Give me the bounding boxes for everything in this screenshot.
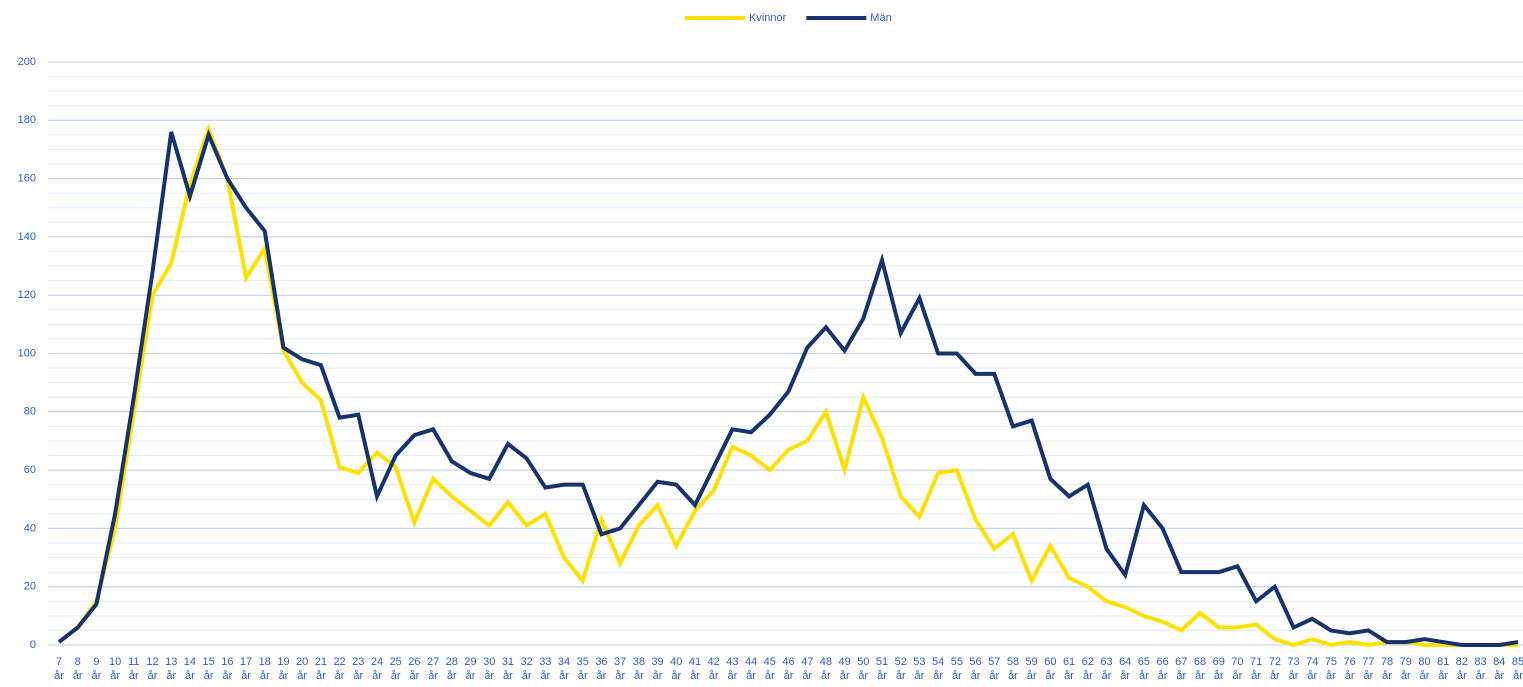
x-tick-label: 39 år (651, 656, 664, 682)
x-tick-label: 42 år (707, 656, 720, 682)
x-tick-label: 43 år (726, 656, 739, 682)
x-tick-label: 61 år (1062, 656, 1076, 682)
x-tick-label: 12 år (146, 656, 159, 682)
x-tick-label: 15 år (202, 656, 215, 682)
x-tick-label: 46 år (782, 656, 795, 682)
x-tick-label: 49 år (838, 656, 851, 682)
x-tick-label: 51 år (875, 656, 889, 682)
x-tick-label: 85 år (1511, 656, 1523, 682)
x-tick-label: 83 år (1474, 656, 1487, 682)
x-tick-label: 30 år (483, 656, 496, 682)
x-tick-label: 20 år (296, 656, 309, 682)
x-tick-label: 47 år (801, 656, 814, 682)
x-tick-label: 73 år (1287, 656, 1300, 682)
x-tick-label: 81 år (1437, 656, 1450, 682)
x-tick-label: 19 år (277, 656, 290, 682)
x-tick-label: 32 år (520, 656, 533, 682)
x-tick-label: 16 år (221, 656, 234, 682)
x-tick-label: 68 år (1193, 656, 1207, 682)
x-tick-label: 54 år (932, 656, 945, 682)
x-tick-label: 21 år (314, 656, 327, 682)
legend-label: Män (870, 12, 891, 24)
x-tick-label: 55 år (950, 656, 963, 682)
x-tick-label: 31 år (501, 656, 515, 682)
x-tick-label: 62 år (1081, 656, 1094, 682)
x-tick-label: 59 år (1025, 656, 1038, 682)
y-tick-label: 160 (18, 173, 36, 185)
x-tick-label: 33 år (539, 656, 552, 682)
x-tick-label: 50 år (857, 656, 870, 682)
x-tick-label: 34 år (557, 656, 571, 682)
x-tick-label: 11 år (128, 656, 140, 682)
x-tick-label: 64 år (1119, 656, 1132, 682)
x-tick-label: 82 år (1455, 656, 1468, 682)
x-tick-label: 58 år (1006, 656, 1020, 682)
x-tick-label: 18 år (258, 656, 271, 682)
x-tick-label: 53 år (913, 656, 926, 682)
x-tick-label: 24 år (370, 656, 384, 682)
line-series (57, 123, 1518, 648)
x-tick-label: 23 år (352, 656, 365, 682)
x-tick-label: 8 år (72, 656, 83, 682)
x-tick-label: 72 år (1268, 656, 1281, 682)
x-tick-label: 38 år (632, 656, 645, 682)
x-tick-label: 52 år (894, 656, 907, 682)
y-tick-label: 80 (24, 406, 36, 418)
y-tick-label: 40 (24, 522, 36, 534)
y-tick-label: 100 (18, 347, 36, 359)
y-tick-label: 200 (18, 56, 36, 68)
y-tick-label: 0 (30, 639, 36, 651)
y-tick-label: 20 (24, 581, 36, 593)
x-tick-label: 41 år (688, 656, 702, 682)
legend-label: Kvinnor (749, 12, 787, 24)
x-tick-label: 37 år (614, 656, 627, 682)
x-tick-label: 9 år (91, 656, 102, 682)
x-tick-label: 25 år (389, 656, 402, 682)
x-tick-label: 69 år (1212, 656, 1225, 682)
y-tick-label: 60 (24, 464, 36, 476)
x-tick-label: 78 år (1380, 656, 1394, 682)
x-tick-label: 66 år (1156, 656, 1169, 682)
x-tick-label: 35 år (576, 656, 589, 682)
x-tick-label: 76 år (1343, 656, 1356, 682)
x-tick-label: 28 år (445, 656, 458, 682)
x-tick-label: 48 år (819, 656, 833, 682)
x-tick-label: 79 år (1399, 656, 1412, 682)
x-tick-label: 40 år (670, 656, 683, 682)
x-tick-label: 60 år (1044, 656, 1057, 682)
x-tick-label: 10 år (108, 656, 122, 682)
x-tick-label: 67 år (1175, 656, 1188, 682)
x-tick-label: 70 år (1231, 656, 1244, 682)
x-tick-label: 77 år (1362, 656, 1375, 682)
x-tick-label: 26 år (408, 656, 421, 682)
x-tick-label: 84 år (1493, 656, 1506, 682)
x-tick-label: 65 år (1137, 656, 1151, 682)
y-tick-label: 120 (18, 289, 36, 301)
x-tick-label: 44 år (744, 656, 758, 682)
x-tick-label: 80 år (1418, 656, 1431, 682)
line-series (57, 129, 1519, 647)
x-tick-label: 7 år (54, 656, 64, 682)
x-tick-label: 56 år (969, 656, 982, 682)
x-tick-label: 13 år (165, 656, 178, 682)
x-tick-label: 22 år (333, 656, 346, 682)
x-tick-label: 71 år (1250, 656, 1263, 682)
x-tick-label: 63 år (1100, 656, 1113, 682)
x-tick-label: 27 år (426, 656, 440, 682)
x-tick-label: 36 år (595, 656, 608, 682)
x-tick-label: 45 år (763, 656, 776, 682)
x-tick-label: 29 år (464, 656, 477, 682)
y-tick-label: 180 (18, 114, 36, 126)
x-tick-label: 74 år (1306, 656, 1319, 682)
x-tick-label: 14 år (183, 656, 197, 682)
x-tick-label: 57 år (988, 656, 1001, 682)
y-tick-label: 140 (18, 231, 36, 243)
x-tick-label: 75 år (1324, 656, 1338, 682)
x-tick-label: 17 år (239, 656, 253, 682)
